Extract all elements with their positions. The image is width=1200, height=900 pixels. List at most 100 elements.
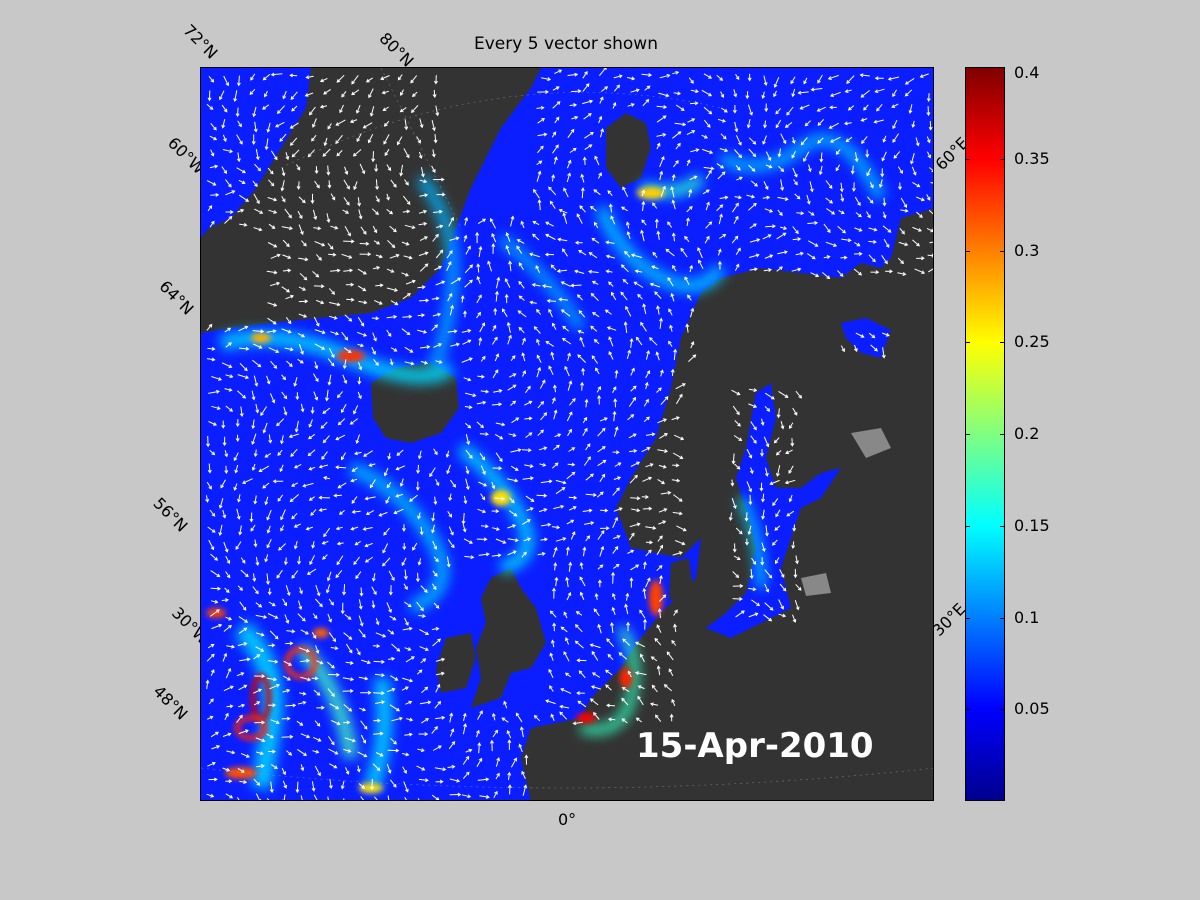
current-vector-head [597, 579, 602, 584]
current-vector [840, 345, 845, 352]
current-vector [264, 90, 268, 97]
current-vector-head [532, 220, 537, 225]
current-vector [209, 221, 215, 228]
current-vector [345, 661, 353, 664]
current-vector [672, 131, 682, 139]
current-vector [237, 152, 240, 162]
current-vector-head [236, 82, 241, 87]
current-vector-head [358, 395, 362, 400]
current-vector [801, 137, 808, 146]
current-vector [631, 508, 640, 512]
current-vector [432, 149, 435, 157]
current-vector-head [455, 236, 460, 241]
current-vector [461, 329, 471, 333]
current-vector [402, 195, 411, 205]
current-vector [551, 640, 555, 648]
current-vector-head [586, 443, 591, 448]
current-vector-head [530, 498, 535, 502]
current-vector [330, 720, 341, 725]
current-vector [291, 482, 299, 487]
current-vector-head [228, 624, 232, 629]
current-vector-head [437, 700, 442, 705]
current-vector [791, 268, 801, 272]
current-vector [630, 338, 633, 349]
current-vector [659, 74, 670, 79]
current-vector [379, 511, 388, 517]
current-vector-head [286, 288, 290, 293]
current-vector [643, 416, 650, 422]
current-vector-head [477, 311, 481, 316]
current-vector-head [253, 453, 258, 458]
current-vector [550, 653, 554, 661]
current-vector-head [269, 789, 274, 793]
current-vector [253, 227, 262, 231]
current-vector-head [717, 260, 722, 265]
current-vector-head [217, 586, 221, 591]
current-vector [365, 556, 373, 563]
current-vector [476, 421, 484, 428]
current-vector [286, 750, 292, 756]
current-vector [702, 148, 713, 154]
current-vector [627, 231, 631, 239]
current-vector [788, 465, 794, 474]
current-vector-head [421, 313, 426, 318]
current-vector [431, 524, 435, 533]
current-vector [554, 117, 560, 124]
current-vector [412, 542, 418, 551]
current-vector-head [688, 206, 693, 210]
current-vector-head [345, 770, 350, 775]
current-vector-head [356, 138, 361, 143]
current-vector [464, 217, 468, 226]
current-vector [684, 276, 690, 286]
current-vector [675, 143, 681, 150]
current-vector [491, 233, 497, 243]
current-vector-head [514, 538, 519, 543]
current-vector [210, 731, 219, 738]
current-vector-head [364, 676, 369, 681]
current-vector [733, 555, 741, 560]
current-vector [612, 487, 620, 496]
current-vector-head [354, 451, 358, 456]
current-vector [478, 553, 489, 556]
current-vector-head [920, 197, 925, 202]
current-vector [432, 570, 438, 577]
current-vector-head [617, 476, 622, 481]
current-vector [762, 91, 765, 99]
current-vector [562, 248, 569, 257]
current-vector [689, 102, 698, 105]
current-vector [897, 166, 903, 174]
current-vector [900, 209, 908, 212]
current-vector [521, 221, 525, 229]
current-vector [350, 119, 358, 123]
current-vector-head [646, 447, 651, 451]
current-vector-head [260, 329, 265, 334]
current-vector-head [908, 110, 913, 114]
current-vector-head [634, 641, 639, 646]
current-vector-head [926, 98, 931, 102]
current-vector [435, 684, 440, 693]
current-vector [431, 726, 438, 734]
current-vector-head [260, 632, 265, 637]
current-vector-head [767, 234, 772, 238]
current-vector-head [680, 247, 685, 252]
current-vector [763, 436, 769, 447]
current-vector [855, 332, 864, 338]
current-vector [868, 240, 876, 243]
current-vector-head [844, 89, 849, 93]
current-vector [402, 293, 411, 300]
current-vector [432, 313, 441, 317]
current-vector [630, 564, 639, 571]
current-vector [761, 542, 765, 552]
current-vector [356, 434, 360, 444]
current-vector-head [598, 115, 603, 120]
current-vector [366, 77, 373, 83]
current-vector-head [882, 202, 887, 207]
current-vector [652, 685, 658, 693]
current-vector [225, 571, 231, 578]
current-vector-head [786, 512, 791, 517]
current-vector [641, 230, 645, 242]
current-vector [552, 144, 559, 154]
current-vector-head [708, 110, 713, 115]
current-vector-head [585, 83, 590, 87]
current-vector-head [332, 252, 337, 257]
